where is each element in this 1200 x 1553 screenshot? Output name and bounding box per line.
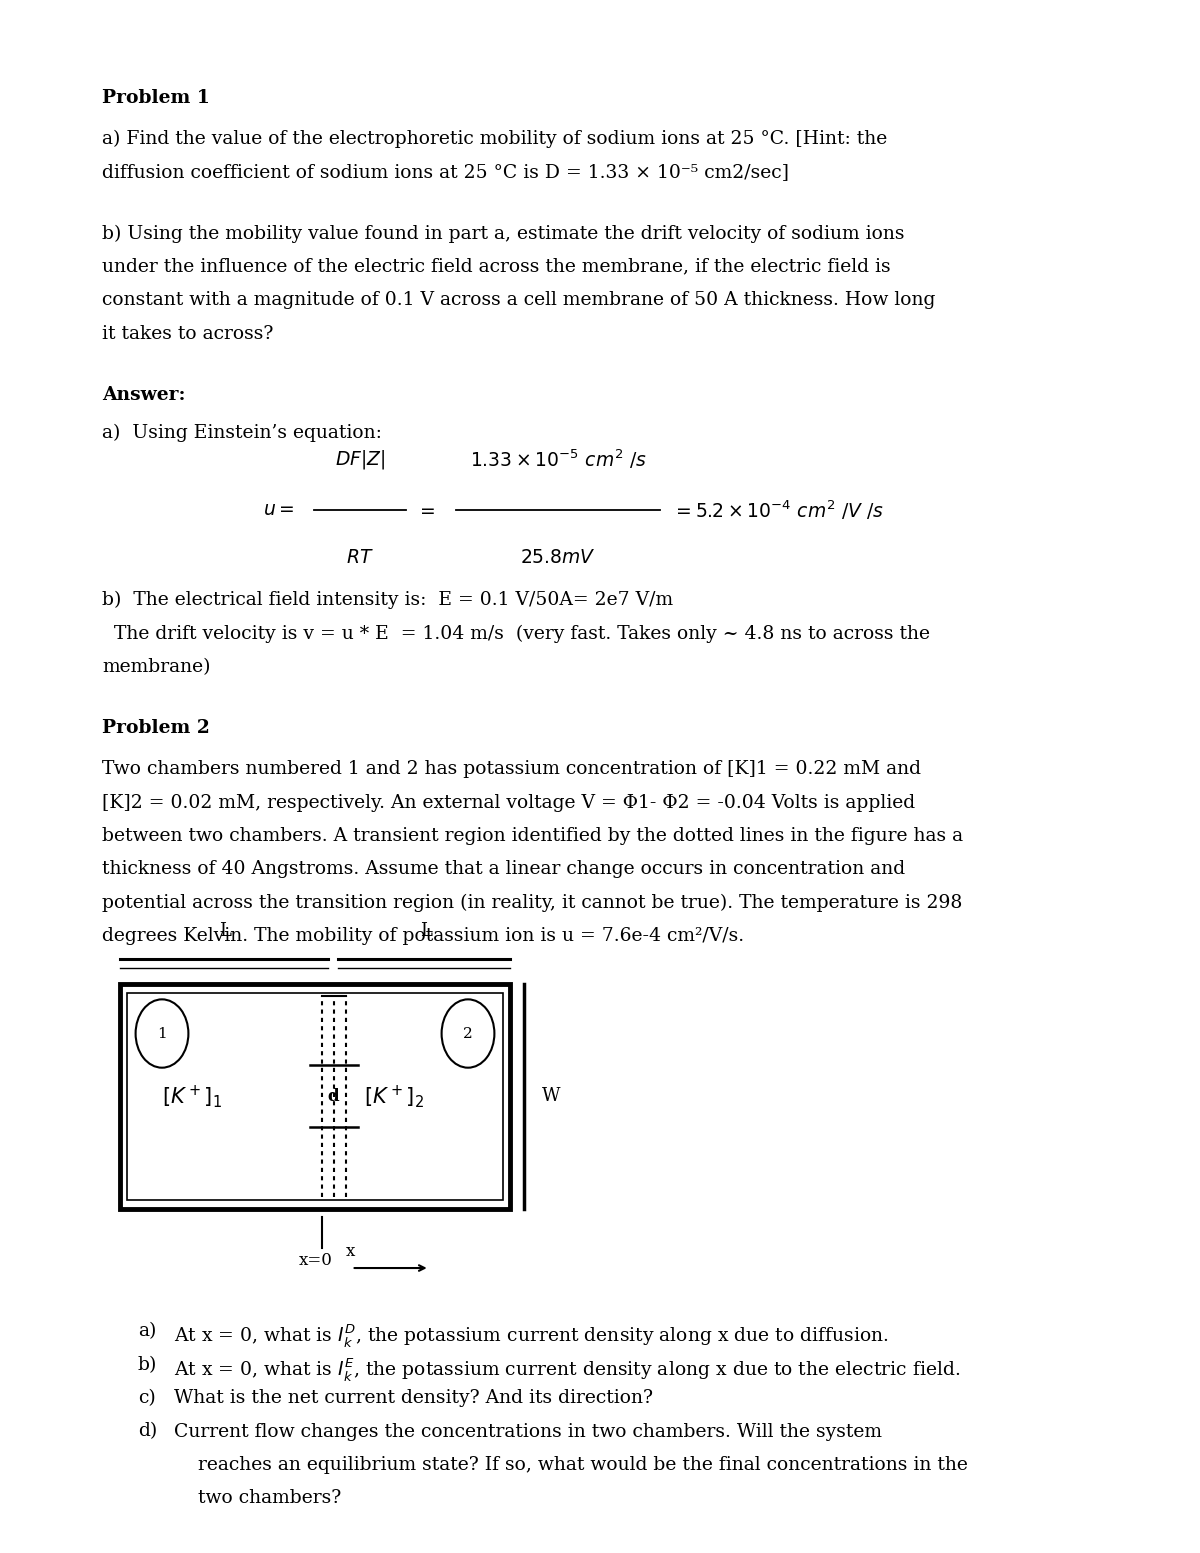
Text: [K]2 = 0.02 mM, respectively. An external voltage V = Φ1- Φ2 = -0.04 Volts is ap: [K]2 = 0.02 mM, respectively. An externa…	[102, 794, 916, 812]
Text: b) Using the mobility value found in part a, estimate the drift velocity of sodi: b) Using the mobility value found in par…	[102, 225, 905, 242]
Text: At x = 0, what is $I_k^E$, the potassium current density along x due to the elec: At x = 0, what is $I_k^E$, the potassium…	[174, 1356, 960, 1382]
Text: $[K^+]_2$: $[K^+]_2$	[364, 1082, 424, 1110]
Text: between two chambers. A transient region identified by the dotted lines in the f: between two chambers. A transient region…	[102, 826, 964, 845]
Text: L: L	[220, 922, 230, 940]
Text: Problem 1: Problem 1	[102, 89, 210, 107]
Text: reaches an equilibrium state? If so, what would be the final concentrations in t: reaches an equilibrium state? If so, wha…	[198, 1455, 968, 1474]
Text: Two chambers numbered 1 and 2 has potassium concentration of [K]1 = 0.22 mM and: Two chambers numbered 1 and 2 has potass…	[102, 759, 922, 778]
Text: thickness of 40 Angstroms. Assume that a linear change occurs in concentration a: thickness of 40 Angstroms. Assume that a…	[102, 860, 905, 879]
Text: a) Find the value of the electrophoretic mobility of sodium ions at 25 °C. [Hint: a) Find the value of the electrophoretic…	[102, 130, 887, 148]
Text: diffusion coefficient of sodium ions at 25 °C is D = 1.33 × 10⁻⁵ cm2/sec]: diffusion coefficient of sodium ions at …	[102, 163, 790, 182]
Bar	[127, 992, 503, 1199]
Text: potential across the transition region (in reality, it cannot be true). The temp: potential across the transition region (…	[102, 893, 962, 912]
Text: 2: 2	[463, 1027, 473, 1041]
Text: x: x	[346, 1244, 355, 1259]
Text: At x = 0, what is $I_k^D$, the potassium current density along x due to diffusio: At x = 0, what is $I_k^D$, the potassium…	[174, 1322, 889, 1350]
Text: membrane): membrane)	[102, 657, 210, 676]
Text: $u =$: $u =$	[263, 502, 294, 519]
Text: $[K^+]_1$: $[K^+]_1$	[162, 1082, 222, 1110]
Text: $25.8mV$: $25.8mV$	[521, 548, 595, 567]
Text: b)  The electrical field intensity is:  E = 0.1 V/50A= 2e7 V/m: b) The electrical field intensity is: E …	[102, 590, 673, 609]
Text: under the influence of the electric field across the membrane, if the electric f: under the influence of the electric fiel…	[102, 258, 890, 276]
Text: What is the net current density? And its direction?: What is the net current density? And its…	[174, 1388, 653, 1407]
Text: W: W	[542, 1087, 560, 1106]
Text: constant with a magnitude of 0.1 V across a cell membrane of 50 A thickness. How: constant with a magnitude of 0.1 V acros…	[102, 290, 935, 309]
Text: degrees Kelvin. The mobility of potassium ion is u = 7.6e-4 cm²/V/s.: degrees Kelvin. The mobility of potassiu…	[102, 927, 744, 946]
Text: $DF|Z|$: $DF|Z|$	[335, 449, 385, 471]
Text: The drift velocity is v = u * E  = 1.04 m/s  (very fast. Takes only ~ 4.8 ns to : The drift velocity is v = u * E = 1.04 m…	[102, 624, 930, 643]
Text: two chambers?: two chambers?	[198, 1489, 341, 1508]
Text: Problem 2: Problem 2	[102, 719, 210, 738]
Text: $=$: $=$	[416, 502, 436, 519]
Text: d: d	[328, 1089, 340, 1104]
Text: b): b)	[138, 1356, 157, 1374]
Text: d): d)	[138, 1423, 157, 1441]
Text: a): a)	[138, 1322, 156, 1340]
Bar	[120, 985, 510, 1208]
Text: it takes to across?: it takes to across?	[102, 325, 274, 343]
Text: x=0: x=0	[299, 1252, 332, 1269]
Text: L: L	[420, 922, 432, 940]
Text: a)  Using Einstein’s equation:: a) Using Einstein’s equation:	[102, 424, 382, 443]
Text: $RT$: $RT$	[346, 548, 374, 567]
Text: Answer:: Answer:	[102, 385, 186, 404]
Text: $1.33\times10^{-5}\ cm^2\ /s$: $1.33\times10^{-5}\ cm^2\ /s$	[469, 447, 647, 471]
Text: $= 5.2\times10^{-4}\ cm^2\ /V\ /s$: $= 5.2\times10^{-4}\ cm^2\ /V\ /s$	[672, 499, 884, 522]
Text: Current flow changes the concentrations in two chambers. Will the system: Current flow changes the concentrations …	[174, 1423, 882, 1441]
Text: c): c)	[138, 1388, 156, 1407]
Text: 1: 1	[157, 1027, 167, 1041]
